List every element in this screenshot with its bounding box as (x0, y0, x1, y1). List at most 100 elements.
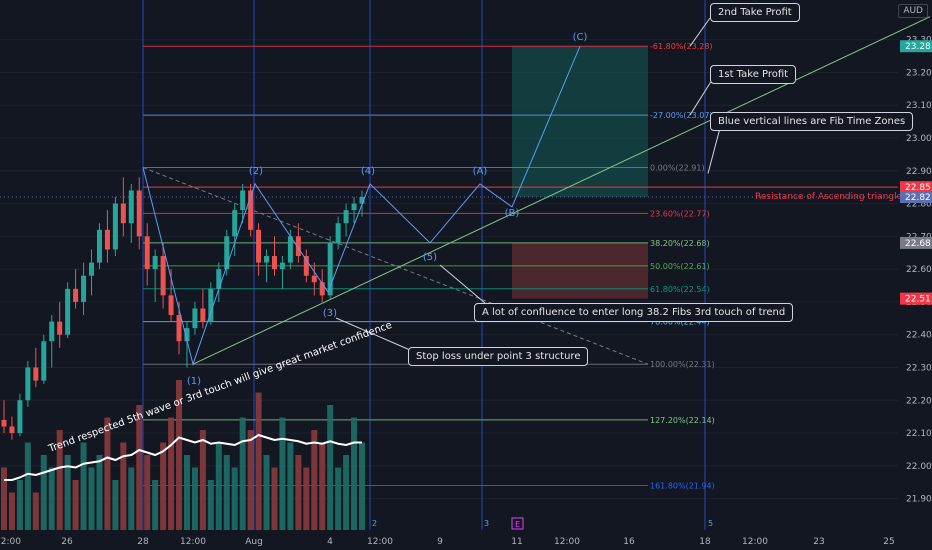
time-tick: 28 (137, 537, 149, 547)
price-tick: 22.20 (906, 396, 932, 406)
volume-bar (239, 417, 246, 530)
volume-bar (144, 455, 151, 530)
price-badge (900, 236, 932, 249)
candle-body (49, 321, 55, 342)
price-tick: 22.10 (906, 429, 932, 439)
price-tick: 22.90 (906, 167, 932, 177)
currency-label[interactable]: AUD (898, 4, 928, 18)
time-tick: 25 (883, 537, 894, 547)
time-tick: 11 (511, 537, 522, 547)
price-tick: 23.20 (906, 68, 932, 78)
fib-level-label: 78.60%(22.44) (650, 318, 710, 327)
candle-body (144, 236, 150, 270)
candle-body (184, 328, 190, 342)
candle-body (41, 341, 47, 381)
candle-body (303, 256, 309, 276)
time-tick: 26 (61, 537, 73, 547)
candle-body (57, 321, 63, 335)
candle-body (81, 275, 87, 302)
event-marker: E (515, 520, 520, 529)
fib-level-label: 50.00%(22.61) (650, 262, 710, 271)
volume-bar (359, 442, 365, 530)
candle-body (295, 236, 301, 257)
volume-bar (72, 480, 79, 530)
price-tick: 22.40 (906, 331, 932, 341)
time-tick: 22:00 (0, 537, 21, 547)
volume-bar (104, 417, 111, 530)
stop-loss-zone (512, 242, 648, 299)
volume-bar (215, 442, 222, 530)
price-badge-value: 22.51 (905, 295, 931, 305)
volume-bar (40, 455, 47, 530)
volume-bar (279, 417, 286, 530)
volume-bar (327, 405, 334, 530)
volume-bar (287, 442, 294, 530)
volume-bar (160, 442, 167, 530)
ascending-trend-line (192, 16, 931, 365)
price-tick: 22.30 (906, 363, 932, 373)
price-tick: 22.80 (906, 200, 932, 210)
candle-body (232, 210, 238, 237)
volume-bar (16, 480, 23, 530)
volume-bar (191, 467, 198, 530)
annotation-1st-take-profit[interactable]: 1st Take Profit (710, 65, 797, 84)
fib-level-label: -27.00%(23.07) (650, 111, 713, 120)
price-badge-value: 22.68 (905, 239, 931, 249)
candle-body (264, 256, 270, 263)
fib-level-label: 100.00%(22.31) (650, 360, 715, 369)
price-tick: 23.00 (906, 134, 932, 144)
annotation-confluence[interactable]: A lot of confluence to enter long 38.2 F… (474, 303, 794, 322)
axes: 23.3023.2023.1023.0022.9022.8022.7022.60… (0, 36, 932, 547)
candle-body (343, 210, 349, 224)
volume-bar (24, 442, 31, 530)
candle-body (176, 315, 182, 342)
time-tick: Aug (245, 537, 263, 547)
volume-bar (1, 467, 7, 530)
time-tick: 18 (699, 537, 711, 547)
wave-label: (5) (423, 252, 437, 263)
candle-body (104, 229, 110, 250)
candle-body (128, 190, 134, 224)
volume-ma-line (4, 433, 362, 481)
candle-body (335, 223, 341, 243)
volume-bar (8, 492, 15, 530)
connector-stop-loss (335, 317, 411, 351)
volume-bar (64, 455, 71, 530)
volume-bar (96, 455, 103, 530)
price-badge-value: 23.28 (905, 42, 931, 52)
volume-bar (136, 405, 143, 530)
volume-bar (120, 442, 127, 530)
candle-body (200, 308, 206, 322)
volume-bar (56, 430, 63, 530)
annotation-2nd-take-profit[interactable]: 2nd Take Profit (710, 3, 800, 22)
wave-label: (B) (505, 208, 520, 219)
time-tick: 12:00 (742, 537, 768, 547)
price-tick: 22.60 (906, 265, 932, 275)
resistance-label: Resistance of Ascending triangle (755, 192, 903, 202)
price-badge (900, 181, 932, 194)
fib-level-label: 61.80%(22.54) (650, 285, 710, 294)
time-tick: 16 (623, 537, 635, 547)
fib-level-label: 127.20%(22.14) (650, 416, 715, 425)
chart-labels: Resistance of Ascending triangle 2 3 5 E (2) (… (46, 32, 903, 530)
connector-tp1 (689, 79, 713, 116)
candle-body (160, 256, 166, 296)
annotation-stop-loss[interactable]: Stop loss under point 3 structure (408, 347, 589, 366)
price-badge (900, 40, 932, 53)
time-tick: 4 (327, 537, 333, 547)
trend-text: Trend respected 5th wave or 3rd touch wi… (46, 320, 393, 455)
volume-bar (199, 430, 206, 530)
price-badge-value: 22.85 (905, 183, 931, 193)
fib-level-label: 38.20%(22.68) (650, 239, 710, 248)
volume-bar (32, 492, 39, 530)
annotation-fib-time-zones[interactable]: Blue vertical lines are Fib Time Zones (710, 112, 914, 131)
candle-body (136, 190, 142, 237)
chart-grid (0, 39, 898, 500)
position-zones (512, 46, 648, 299)
candle-body (216, 269, 222, 289)
volume-bar (231, 467, 238, 530)
connector-fib-time (707, 127, 721, 174)
volume-bar (343, 455, 350, 530)
candle-body (73, 288, 79, 302)
